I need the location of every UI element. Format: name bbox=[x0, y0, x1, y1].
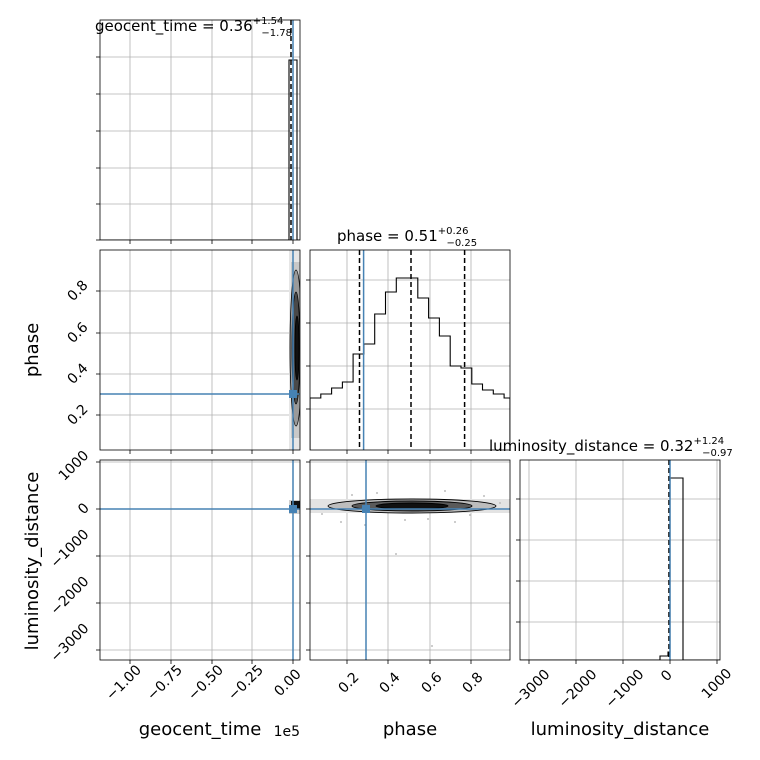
contour bbox=[375, 502, 449, 510]
offset-text: 1e5 bbox=[274, 724, 300, 740]
y-tick-labels: −3000 −2000 −1000 0 1000 bbox=[48, 448, 93, 666]
panel-title: phase = 0.51+0.26 −0.25 bbox=[337, 226, 477, 249]
tick-label: 0.4 bbox=[376, 669, 403, 696]
tick-label: −1000 bbox=[48, 527, 93, 572]
x-tick-labels: 0.2 0.4 0.6 0.8 bbox=[335, 669, 486, 696]
grid bbox=[100, 460, 300, 660]
x-axis-label: geocent_time bbox=[139, 719, 262, 740]
tick-label: −0.25 bbox=[225, 662, 267, 704]
tick-marks bbox=[306, 279, 472, 454]
tick-label: 0.2 bbox=[335, 669, 362, 696]
grid bbox=[100, 250, 300, 450]
tick-label: 0 bbox=[75, 500, 93, 518]
x-axis-label: luminosity_distance bbox=[531, 719, 710, 740]
tick-label: 0.6 bbox=[64, 319, 91, 346]
tick-label: −1.00 bbox=[103, 662, 145, 704]
axes-frame bbox=[309, 459, 511, 661]
title-main: phase = 0.51 bbox=[337, 227, 438, 245]
tick-label: 0.4 bbox=[64, 360, 91, 387]
truth-marker bbox=[289, 505, 297, 513]
hist-line bbox=[310, 277, 510, 450]
panel-geocent-time-hist: geocent_time = 0.36+1.54 −1.78 bbox=[95, 16, 301, 244]
tick-label: 0.00 bbox=[271, 666, 304, 699]
tick-label: 1000 bbox=[699, 666, 736, 703]
scatter-points bbox=[321, 490, 501, 647]
tick-label: −2000 bbox=[48, 574, 93, 619]
y-axis-label: luminosity_distance bbox=[22, 472, 43, 651]
tick-label: 0.6 bbox=[418, 669, 445, 696]
panel-phase-hist: phase = 0.51+0.26 −0.25 bbox=[306, 226, 511, 454]
tick-marks bbox=[306, 461, 472, 664]
grid bbox=[310, 250, 510, 450]
truth-marker bbox=[289, 390, 297, 398]
axes-frame bbox=[99, 249, 301, 451]
tick-label: 0.8 bbox=[459, 669, 486, 696]
panel-title: luminosity_distance = 0.32+1.24 −0.97 bbox=[489, 436, 733, 459]
axes-frame bbox=[519, 459, 721, 661]
panel-luminosity-distance-vs-phase: 0.2 0.4 0.6 0.8 phase bbox=[306, 459, 511, 740]
tick-label: 0 bbox=[658, 667, 676, 685]
title-err-minus: −1.78 bbox=[261, 28, 292, 39]
x-tick-labels: −1.00 −0.75 −0.50 −0.25 0.00 bbox=[103, 662, 305, 704]
panel-title: geocent_time = 0.36+1.54 −1.78 bbox=[95, 16, 292, 39]
tick-marks bbox=[96, 290, 294, 454]
tick-label: −0.50 bbox=[185, 662, 227, 704]
contour bbox=[294, 315, 300, 381]
tick-label: 0.8 bbox=[64, 277, 91, 304]
y-axis-label: phase bbox=[22, 323, 43, 377]
tick-marks bbox=[96, 461, 294, 664]
grid bbox=[310, 460, 510, 660]
title-err-plus: +1.24 bbox=[693, 436, 724, 447]
tick-label: −0.75 bbox=[144, 662, 186, 704]
tick-marks bbox=[516, 498, 718, 664]
y-tick-labels: 0.2 0.4 0.6 0.8 bbox=[64, 277, 91, 428]
tick-label: −3000 bbox=[48, 621, 93, 666]
panel-luminosity-distance-hist: −3000 −2000 −1000 0 1000 luminosity_dist… bbox=[489, 436, 735, 740]
title-err-minus: −0.97 bbox=[702, 448, 733, 459]
panel-luminosity-distance-vs-geocent-time: −3000 −2000 −1000 0 1000 −1.00 −0.75 −0.… bbox=[22, 448, 305, 740]
tick-label: −2000 bbox=[556, 667, 601, 712]
x-tick-labels: −3000 −2000 −1000 0 1000 bbox=[509, 666, 736, 712]
grid bbox=[100, 20, 300, 240]
quantile-lines bbox=[358, 250, 466, 450]
title-main: luminosity_distance = 0.32 bbox=[489, 437, 693, 456]
axes-frame bbox=[99, 19, 301, 241]
hist-line bbox=[520, 477, 720, 660]
axes-frame bbox=[309, 249, 511, 451]
title-main: geocent_time = 0.36 bbox=[95, 17, 253, 36]
panel-phase-vs-geocent-time: 0.2 0.4 0.6 0.8 phase bbox=[22, 249, 301, 454]
tick-label: 1000 bbox=[56, 448, 93, 485]
tick-label: −1000 bbox=[603, 667, 648, 712]
tick-marks bbox=[96, 56, 294, 244]
title-err-minus: −0.25 bbox=[446, 238, 477, 249]
x-axis-label: phase bbox=[383, 719, 437, 740]
title-err-plus: +0.26 bbox=[438, 226, 469, 237]
title-err-plus: +1.54 bbox=[253, 16, 284, 27]
tick-label: 0.2 bbox=[64, 401, 91, 428]
truth-marker bbox=[362, 505, 370, 513]
axes-frame bbox=[99, 459, 301, 661]
grid bbox=[520, 460, 720, 660]
tick-label: −3000 bbox=[509, 667, 554, 712]
